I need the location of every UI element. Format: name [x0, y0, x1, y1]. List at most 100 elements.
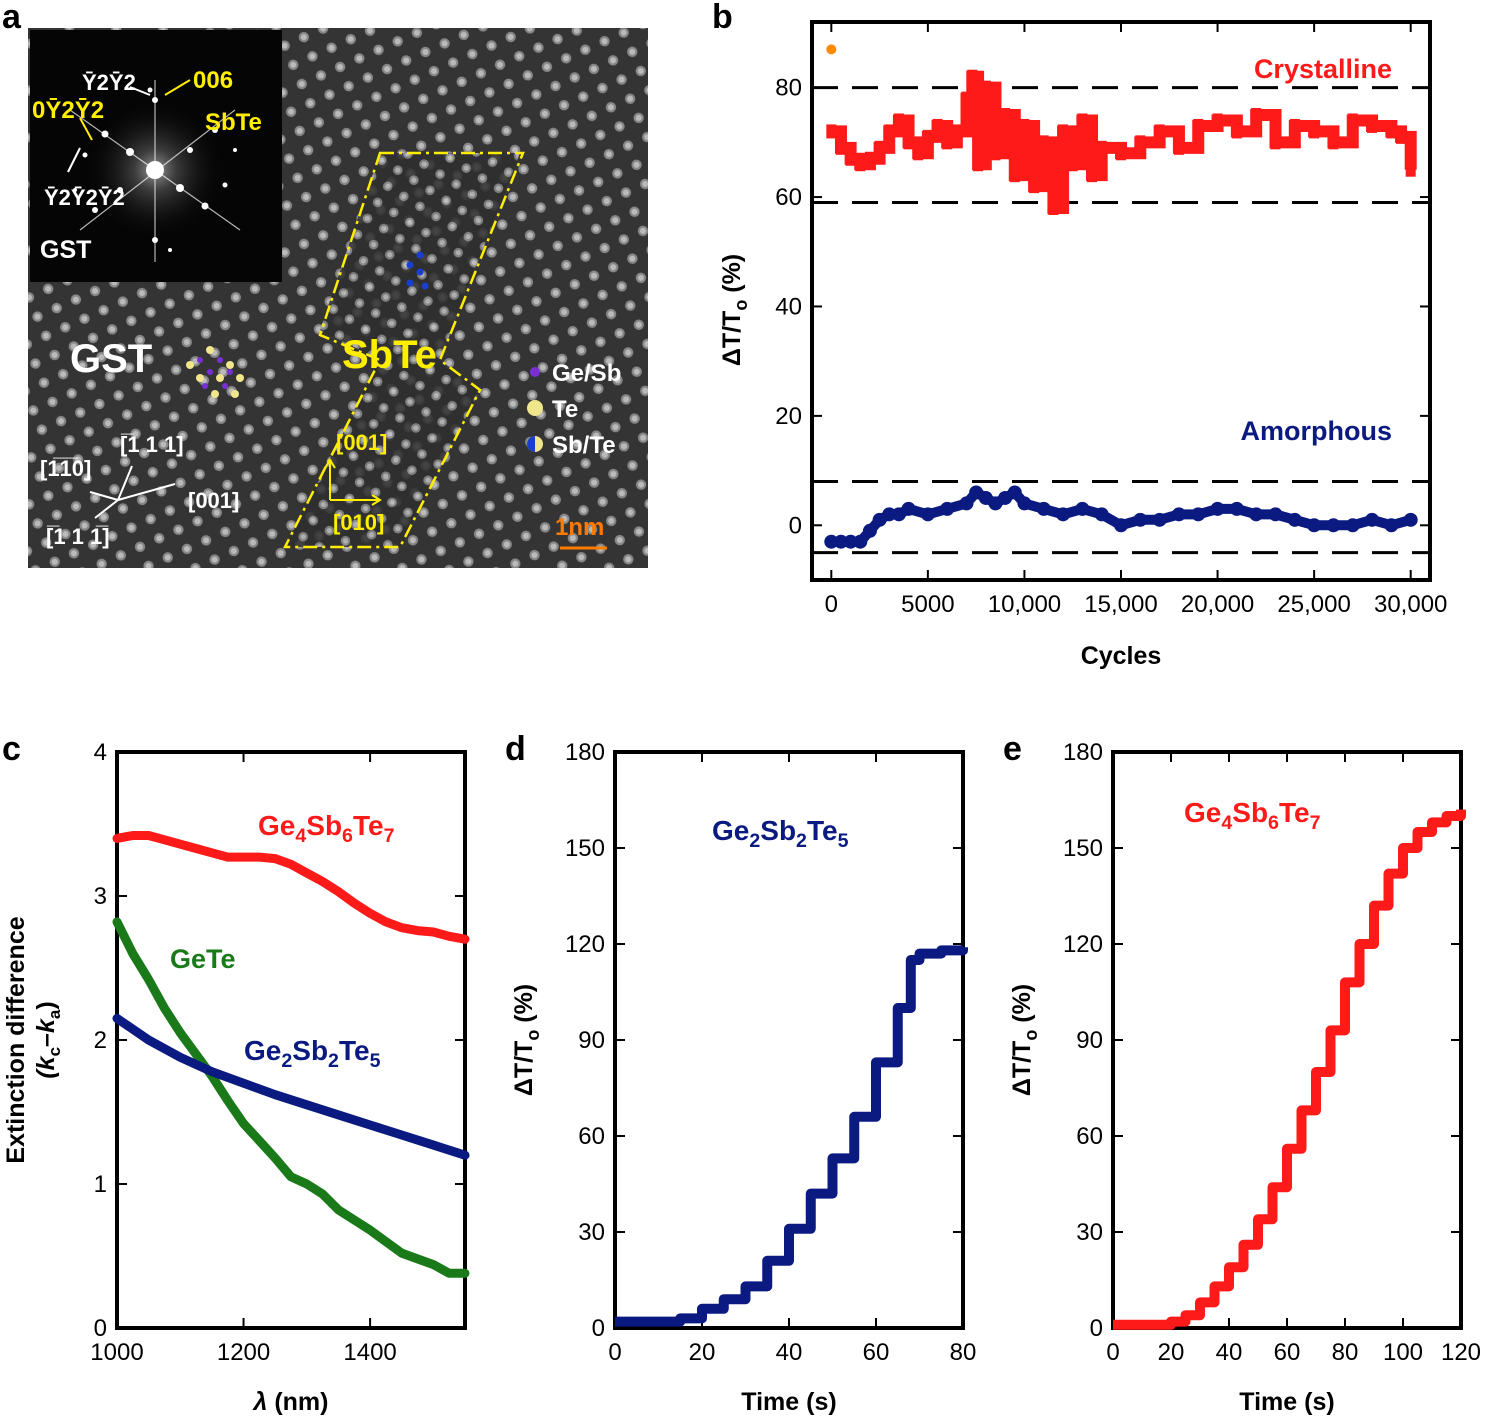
amorphous-point [1307, 518, 1322, 533]
crystalline-point [1405, 162, 1416, 177]
label-ge4sb6te7-part: Sb [1232, 797, 1268, 828]
crystalline-point [826, 124, 837, 139]
crystalline-point [1067, 157, 1078, 172]
label-ge2sb2te5-part: 5 [370, 1050, 381, 1072]
x-tick-label: 1000 [90, 1339, 143, 1366]
label-ge2sb2te5-part: Ge [712, 815, 749, 846]
x-tick-label: 100 [1383, 1339, 1423, 1366]
amorphous-point [824, 534, 839, 549]
y-tick-label: 180 [565, 739, 605, 766]
amorphous-point [1345, 518, 1360, 533]
amorphous-point [1210, 501, 1225, 516]
y-axis-label-part: o [523, 1030, 543, 1041]
crystalline-point [980, 80, 991, 95]
label-ge4sb6te7-part: Te [1279, 797, 1310, 828]
crystalline-point [1347, 113, 1358, 128]
crystalline-point [1058, 124, 1069, 139]
amorphous-point [1056, 507, 1071, 522]
crystalline-point [932, 118, 943, 133]
amorphous-point [1326, 518, 1341, 533]
y-axis-label-part: o [1021, 1030, 1041, 1041]
gst-region-label: GST [70, 337, 152, 381]
fft-spot-label-2: 0Ȳ2Ȳ2 [32, 97, 104, 124]
x-tick-label: 0 [825, 591, 838, 618]
label-ge4sb6te7: Ge4Sb6Te7 [1184, 797, 1321, 834]
legend-te-marker [527, 400, 543, 416]
series-line-ge4sb6te7 [1113, 809, 1466, 1330]
x-tick-label: 120 [1441, 1339, 1481, 1366]
fft-spot-label-3: Ȳ2Ȳ2Ȳ2 [44, 185, 125, 210]
y-tick-label: 90 [1076, 1027, 1103, 1054]
crystalline-point [874, 140, 885, 155]
crystalline-point [835, 140, 846, 155]
legend-sbte-label: Sb/Te [552, 432, 616, 459]
tem-legend: Ge/Sb Te Sb/Te [527, 360, 621, 459]
y-tick-label: 90 [578, 1027, 605, 1054]
x-tick-label: 1400 [343, 1339, 396, 1366]
fft-gst-label: GST [40, 236, 91, 264]
crystalline-point [1154, 124, 1165, 139]
y-axis-label-part: c [45, 1047, 64, 1056]
y-tick-label: 4 [94, 739, 107, 766]
x-tick-label: 20 [689, 1339, 716, 1366]
x-axis-label-part: (nm) [267, 1388, 328, 1416]
amorphous-point [1384, 518, 1399, 533]
crystalline-point [1173, 140, 1184, 155]
crystalline-point [951, 124, 962, 139]
outlier-point [826, 44, 837, 55]
y-axis-label: ΔT/To (%) [718, 254, 751, 366]
crystalline-point [1087, 168, 1098, 183]
y-tick-label: 80 [775, 75, 802, 102]
label-ge4sb6te7-part: 4 [1221, 812, 1232, 834]
crystalline-point [942, 135, 953, 150]
crystalline-point [884, 124, 895, 139]
crystalline-point [1309, 124, 1320, 139]
panel-letter-d: d [505, 730, 526, 768]
label-ge2sb2te5-part: Sb [760, 815, 796, 846]
y-tick-label: 60 [578, 1123, 605, 1150]
y-tick-label: 180 [1063, 739, 1103, 766]
y-tick-label: 60 [1076, 1123, 1103, 1150]
series-line-GeTe [112, 917, 470, 1278]
legend-gesb-label: Ge/Sb [552, 360, 621, 387]
gst-dir-1: [1̅1̅0] [40, 456, 91, 481]
x-axis-label: Time (s) [1239, 1388, 1334, 1416]
amorphous-point [1287, 512, 1302, 527]
sbte-axes [324, 458, 382, 506]
y-tick-label: 30 [1076, 1219, 1103, 1246]
fft-spot-label-006: 006 [193, 67, 233, 94]
y-tick-label: 150 [565, 835, 605, 862]
crystalline-point [1019, 118, 1030, 133]
crystalline-series-line [831, 70, 1417, 214]
crystalline-point [967, 69, 978, 84]
crystalline-point [1212, 113, 1223, 128]
x-tick-label: 20,000 [1181, 591, 1254, 618]
amorphous-series-line [826, 486, 1416, 547]
crystalline-point [855, 157, 866, 172]
crystalline-point [973, 157, 984, 172]
x-tick-label: 0 [1106, 1339, 1119, 1366]
series-line-ge2sb2te5 [615, 945, 968, 1327]
sbte-dir-right: [010] [333, 510, 384, 535]
fft-arrow-006 [164, 79, 191, 96]
series-line-Ge4Sb6Te7 [112, 831, 470, 944]
crystalline-point [1038, 135, 1049, 150]
crystalline-point [922, 129, 933, 144]
label-ge4sb6te7-part: 7 [1310, 812, 1321, 834]
label-ge2sb2te5-part: Ge [244, 1035, 281, 1066]
label-ge4sb6te7: Ge4Sb6Te7 [258, 810, 395, 847]
crystalline-point [1396, 129, 1407, 144]
amorphous-point [862, 523, 877, 538]
crystalline-point [903, 135, 914, 150]
fft-arrow-2 [79, 117, 93, 141]
amorphous-point [901, 501, 916, 516]
gst-dir-4: [̅1 1 1̅] [46, 524, 110, 549]
crystalline-label: Crystalline [1254, 54, 1392, 84]
label-ge4sb6te7-part: Te [353, 810, 384, 841]
gst-dir-3: [001] [188, 488, 239, 513]
x-tick-label: 0 [608, 1339, 621, 1366]
gst-axes [89, 465, 176, 519]
amorphous-point [1114, 518, 1128, 533]
y-axis-label: ΔT/To (%) [510, 984, 543, 1096]
crystalline-point [1116, 146, 1126, 161]
